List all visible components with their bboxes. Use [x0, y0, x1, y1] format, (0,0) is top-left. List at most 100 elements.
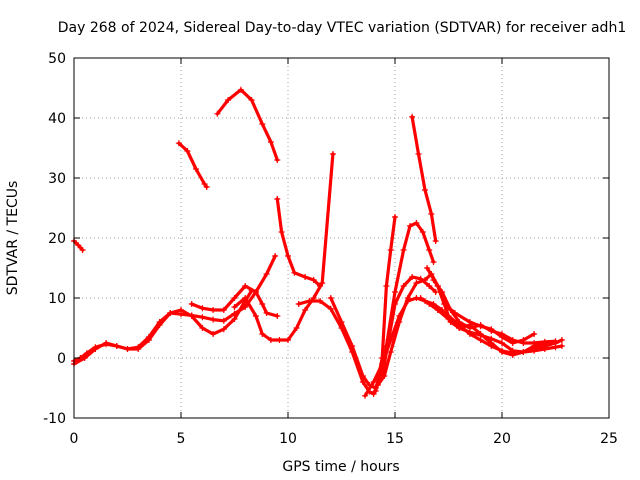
data-point [520, 349, 527, 355]
series-s9 [295, 220, 437, 397]
data-point [285, 253, 291, 259]
data-point [231, 316, 238, 322]
data-point [409, 274, 416, 280]
data-point [203, 184, 210, 190]
x-tick-label: 25 [600, 431, 618, 447]
data-point [327, 305, 334, 312]
data-point [242, 295, 249, 301]
data-point [417, 295, 424, 301]
data-point [447, 307, 454, 313]
data-point [541, 338, 548, 345]
data-point [488, 328, 495, 334]
data-point [135, 346, 142, 352]
series-line [72, 289, 254, 366]
series-s6 [188, 283, 281, 319]
data-point [387, 337, 394, 343]
data-point [285, 337, 291, 343]
data-point [184, 148, 191, 154]
data-point [259, 331, 266, 337]
data-point [419, 229, 426, 235]
data-point [428, 211, 435, 217]
data-point [413, 280, 420, 286]
data-point [263, 271, 270, 277]
series-s7 [231, 151, 336, 343]
data-point [167, 310, 174, 316]
data-point [81, 355, 88, 361]
data-point [392, 289, 398, 295]
data-point [509, 352, 516, 358]
data-point [396, 313, 403, 319]
data-point [424, 265, 431, 271]
data-point [439, 289, 446, 295]
data-point [509, 337, 516, 343]
data-point [430, 277, 437, 283]
data-point [499, 340, 505, 346]
data-point [558, 343, 565, 349]
data-point [531, 340, 538, 346]
x-tick-label: 0 [70, 431, 79, 447]
data-point [259, 121, 266, 127]
data-point [415, 151, 422, 157]
data-point [188, 313, 195, 319]
data-point [124, 346, 131, 352]
x-tick-label: 5 [177, 431, 186, 447]
series-s5 [214, 86, 281, 163]
data-point [274, 157, 281, 163]
series-line [275, 197, 322, 288]
series-s16 [417, 295, 559, 358]
data-point [231, 304, 238, 310]
data-point [387, 349, 394, 355]
x-tick-label: 10 [279, 431, 297, 447]
data-point [259, 301, 266, 307]
chart-title: Day 268 of 2024, Sidereal Day-to-day VTE… [58, 20, 626, 36]
x-tick-label: 20 [493, 431, 511, 447]
data-point [477, 337, 484, 343]
series-s11 [374, 271, 538, 388]
data-point [466, 331, 473, 337]
data-point [156, 322, 163, 328]
data-point [432, 238, 439, 244]
data-point [210, 316, 217, 323]
data-point [359, 373, 366, 379]
series-s13 [409, 113, 439, 244]
data-point [421, 187, 428, 193]
data-point [477, 331, 484, 337]
data-point [409, 113, 416, 120]
data-point [145, 337, 152, 343]
x-axis-label: GPS time / hours [282, 459, 399, 475]
data-point [214, 110, 221, 117]
data-point [252, 313, 259, 319]
data-point [276, 337, 283, 343]
data-point [295, 301, 302, 307]
data-point [400, 247, 407, 253]
data-point [552, 338, 559, 345]
data-point [199, 325, 206, 331]
data-point [520, 340, 527, 346]
data-point [413, 220, 420, 226]
y-tick-label: 40 [48, 111, 66, 127]
data-point [310, 277, 317, 283]
data-point [278, 229, 285, 235]
data-point [263, 310, 270, 316]
data-point [192, 166, 199, 172]
data-point [488, 340, 495, 346]
data-point [466, 325, 473, 331]
data-point [430, 259, 437, 265]
data-point [381, 373, 388, 379]
series-s2 [71, 253, 279, 364]
data-point [421, 277, 428, 283]
data-point [383, 283, 390, 289]
data-point [225, 97, 232, 103]
data-point [317, 283, 324, 289]
series-s1 [71, 238, 86, 253]
data-point [220, 317, 227, 324]
data-point [392, 214, 398, 220]
data-point [432, 289, 439, 295]
data-point [445, 316, 452, 322]
series-s8 [274, 196, 324, 289]
series-line [431, 278, 558, 345]
data-point [329, 151, 336, 157]
data-point [210, 331, 217, 337]
